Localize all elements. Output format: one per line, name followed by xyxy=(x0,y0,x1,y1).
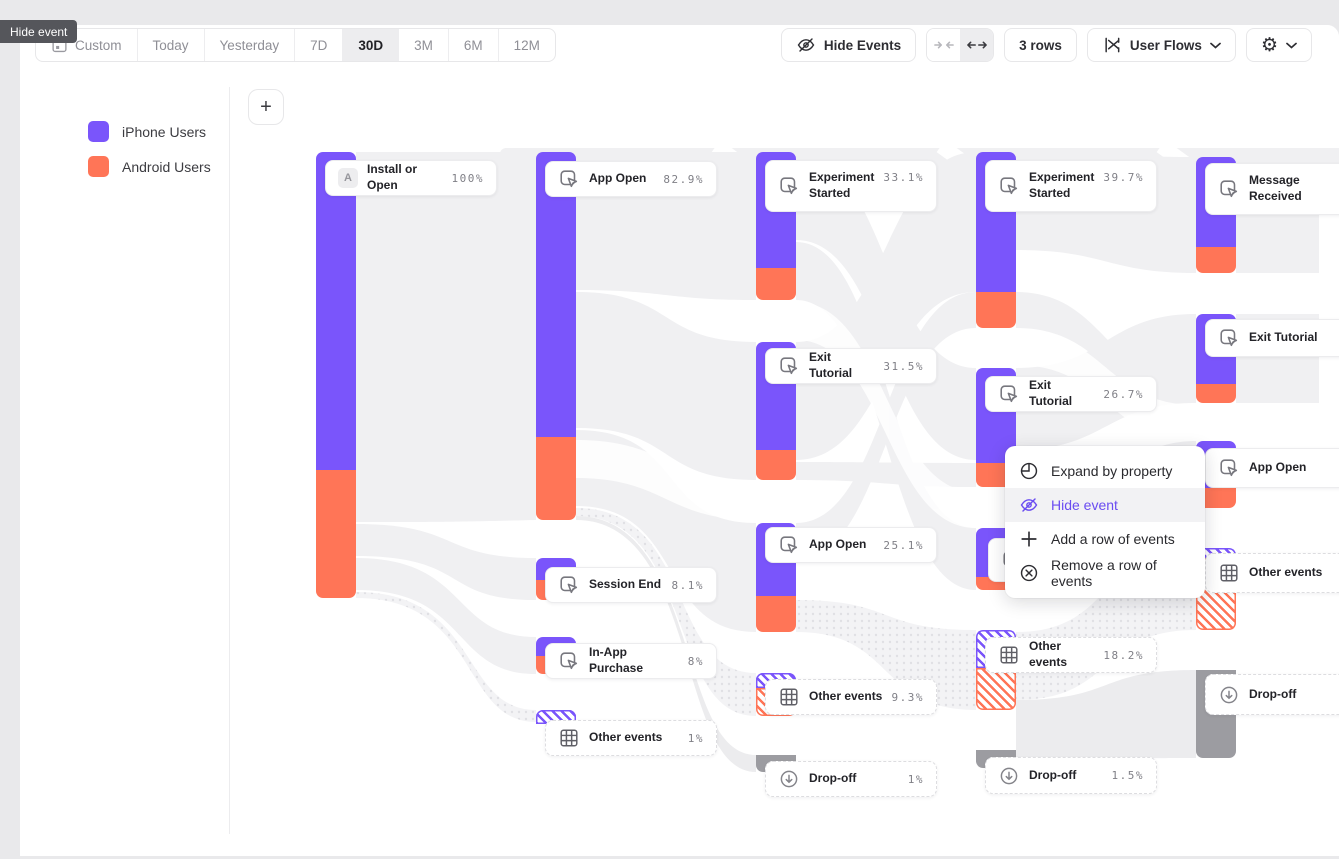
node-exit-tutorial[interactable]: Exit Tutorial xyxy=(1205,319,1339,357)
node-app-open[interactable]: App Open 25.1% xyxy=(765,527,937,563)
node-drop-off[interactable]: Drop-off 1% xyxy=(765,761,937,797)
date-range-picker: Custom Today Yesterday 7D 30D 3M 6M 12M xyxy=(35,28,556,62)
event-icon xyxy=(778,355,800,377)
expand-columns-button[interactable] xyxy=(960,29,994,61)
android-users-swatch xyxy=(88,156,109,177)
flow-bar[interactable] xyxy=(536,437,576,520)
date-range-yesterday[interactable]: Yesterday xyxy=(203,29,295,61)
date-range-7d[interactable]: 7D xyxy=(294,29,342,61)
node-install-or-open[interactable]: A Install or Open 100% xyxy=(325,160,497,196)
event-icon xyxy=(998,383,1020,405)
header-right-controls: Hide Events xyxy=(780,28,1312,62)
legend-label: iPhone Users xyxy=(122,123,207,140)
flow-bar[interactable] xyxy=(1196,488,1236,508)
flow-bar[interactable] xyxy=(1196,384,1236,403)
series-legend: iPhone Users Android Users xyxy=(20,87,229,856)
node-exit-tutorial[interactable]: Exit Tutorial 31.5% xyxy=(765,348,937,384)
expand-by-property-icon xyxy=(1019,461,1039,481)
date-range-30d[interactable]: 30D xyxy=(342,29,399,61)
node-context-menu: Expand by property Hide event Add a row … xyxy=(1005,446,1205,598)
flow-bar[interactable] xyxy=(316,470,356,598)
node-session-end[interactable]: Session End 8.1% xyxy=(545,567,717,603)
node-in-app-purchase[interactable]: In-App Purchase 8% xyxy=(545,643,717,679)
date-range-today[interactable]: Today xyxy=(136,29,204,61)
grid-icon xyxy=(558,727,580,749)
menu-item-add-row-of-events[interactable]: Add a row of events xyxy=(1005,522,1205,556)
node-other-events[interactable]: Other events xyxy=(1205,553,1339,593)
legend-label: Android Users xyxy=(122,158,211,175)
rows-count-button[interactable]: 3 rows xyxy=(1004,28,1077,62)
date-range-6m[interactable]: 6M xyxy=(447,29,498,61)
drop-off-icon xyxy=(1218,684,1240,706)
event-icon xyxy=(998,175,1020,197)
eye-slash-icon xyxy=(1019,495,1039,515)
node-other-events[interactable]: Other events 18.2% xyxy=(985,637,1157,673)
event-icon xyxy=(558,574,580,596)
flow-bar-hatched[interactable] xyxy=(976,668,1016,710)
hide-event-tooltip: Hide event xyxy=(0,20,78,43)
menu-item-expand-by-property[interactable]: Expand by property xyxy=(1005,454,1205,488)
menu-item-hide-event[interactable]: Hide event xyxy=(1005,488,1205,522)
collapse-expand-toggle xyxy=(926,28,995,62)
grid-icon xyxy=(778,686,800,708)
drop-off-icon xyxy=(998,765,1020,787)
legend-item-android-users[interactable]: Android Users xyxy=(88,156,211,177)
grid-icon xyxy=(1218,562,1240,584)
collapse-columns-button[interactable] xyxy=(927,29,961,61)
iphone-users-swatch xyxy=(88,121,109,142)
chart-type-dropdown[interactable]: User Flows xyxy=(1086,28,1236,62)
legend-item-iphone-users[interactable]: iPhone Users xyxy=(88,121,206,142)
node-app-open[interactable]: App Open 82.9% xyxy=(545,161,717,197)
menu-item-remove-row-of-events[interactable]: Remove a row of events xyxy=(1005,556,1205,590)
user-flows-icon xyxy=(1102,35,1122,55)
gear-icon: ⚙ xyxy=(1260,33,1278,56)
node-other-events[interactable]: Other events 1% xyxy=(545,720,717,756)
event-icon xyxy=(1218,457,1240,479)
date-range-12m[interactable]: 12M xyxy=(497,29,555,61)
arrows-outward-icon xyxy=(966,39,987,51)
step-a-badge: A xyxy=(338,168,358,188)
settings-dropdown[interactable]: ⚙ xyxy=(1245,28,1312,62)
circle-x-icon xyxy=(1019,563,1039,583)
flow-bar[interactable] xyxy=(756,450,796,480)
event-icon xyxy=(1218,178,1240,200)
node-drop-off[interactable]: Drop-off 1.5% xyxy=(985,757,1157,794)
flow-bar[interactable] xyxy=(316,152,356,470)
node-experiment-started[interactable]: Experiment Started 33.1% xyxy=(765,160,937,212)
event-icon xyxy=(778,534,800,556)
arrows-inward-icon xyxy=(933,39,954,51)
grid-icon xyxy=(998,644,1020,666)
flow-bar[interactable] xyxy=(756,596,796,632)
header-toolbar: Custom Today Yesterday 7D 30D 3M 6M 12M xyxy=(20,25,1339,87)
node-exit-tutorial[interactable]: Exit Tutorial 26.7% xyxy=(985,376,1157,412)
node-other-events[interactable]: Other events 9.3% xyxy=(765,679,937,715)
plus-icon xyxy=(1019,529,1039,549)
node-drop-off[interactable]: Drop-off xyxy=(1205,674,1339,715)
drop-off-icon xyxy=(778,768,800,790)
chevron-down-icon xyxy=(1286,42,1297,49)
flow-bar[interactable] xyxy=(1196,247,1236,273)
node-message-received[interactable]: Message Received xyxy=(1205,163,1339,215)
flow-bar[interactable] xyxy=(536,152,576,437)
event-icon xyxy=(778,175,800,197)
flow-bar[interactable] xyxy=(756,268,796,300)
node-app-open[interactable]: App Open xyxy=(1205,448,1339,488)
event-icon xyxy=(1218,327,1240,349)
flow-bar[interactable] xyxy=(976,292,1016,328)
sidebar-divider xyxy=(229,75,230,834)
date-range-3m[interactable]: 3M xyxy=(398,29,448,61)
app-card: Custom Today Yesterday 7D 30D 3M 6M 12M xyxy=(20,25,1339,856)
add-step-button[interactable]: + xyxy=(248,89,284,125)
chevron-down-icon xyxy=(1210,42,1221,49)
date-range-label: Custom xyxy=(75,37,122,53)
event-icon xyxy=(558,168,580,190)
event-icon xyxy=(558,650,580,672)
hide-events-button[interactable]: Hide Events xyxy=(780,28,917,62)
flow-canvas: + A Install or Open xyxy=(230,87,1339,835)
node-experiment-started[interactable]: Experiment Started 39.7% xyxy=(985,160,1157,212)
eye-slash-icon xyxy=(796,35,816,55)
